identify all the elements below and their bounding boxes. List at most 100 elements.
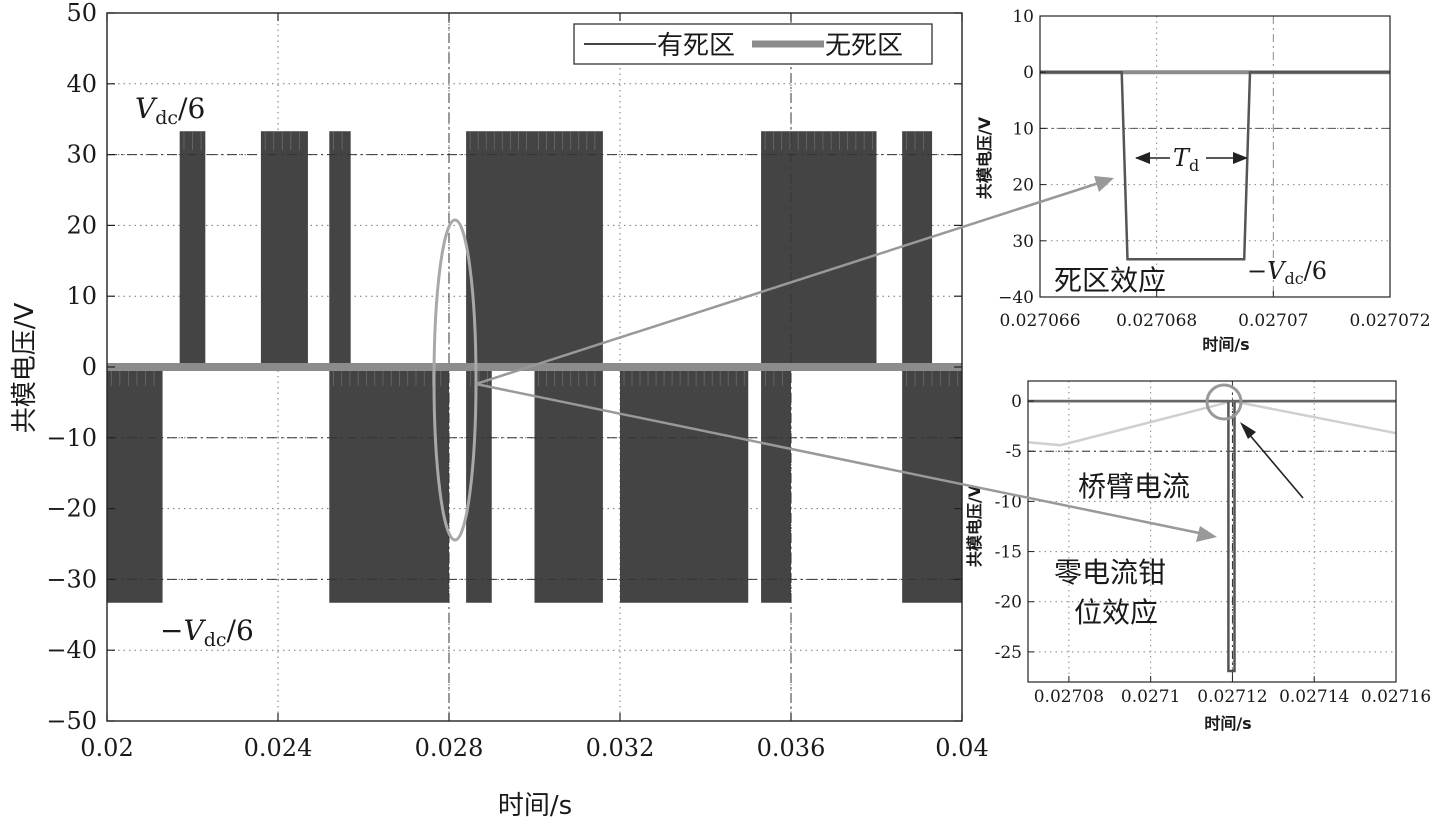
inset1-y-ticks: 10 0 10 20 30 −40 — [998, 7, 1046, 308]
legend-label-with-dead-zone: 有死区 — [657, 31, 735, 61]
inset-zero-current-chart: 0.02708 0.0271 0.02712 0.02714 0.02716 0 -5 -1… — [965, 380, 1431, 733]
inset2-background — [1028, 381, 1396, 682]
dead-time-arrowhead-right — [1233, 152, 1248, 164]
main-x-tick-label: 0.028 — [415, 734, 484, 762]
inset-dead-zone-chart: 0.027066 0.027068 0.02707 0.027072 10 0 10 20 3… — [975, 7, 1431, 354]
main-x-ticks: 0.02 0.024 0.028 0.032 0.036 0.04 — [80, 13, 989, 762]
lower-level-suffix: /6 — [227, 614, 254, 647]
inset1-y-tick-label: 10 — [1012, 7, 1034, 27]
switching-block — [761, 131, 877, 367]
main-y-tick-label: 30 — [66, 141, 97, 169]
inset2-y-tick-label: -20 — [995, 593, 1022, 613]
upper-level-annotation: Vdc/6 — [135, 92, 205, 129]
bridge-current-label: 桥臂电流 — [1078, 470, 1190, 503]
switching-block — [179, 131, 206, 367]
zoom-region-ellipse — [432, 218, 478, 542]
main-x-tick-label: 0.04 — [935, 734, 988, 762]
dead-time-subscript: d — [1189, 156, 1199, 175]
switching-stripes — [906, 131, 924, 151]
bridge-current-pointer-head — [1240, 422, 1256, 439]
switching-block — [902, 131, 933, 367]
inset2-y-tick-label: -10 — [995, 492, 1022, 512]
inset1-x-tick-label: 0.027072 — [1349, 311, 1430, 331]
main-chart: 0.02 0.024 0.028 0.032 0.036 0.04 50403020100… — [10, 0, 989, 820]
inset2-x-tick-label: 0.02708 — [1034, 687, 1104, 707]
inset1-neg-level-suffix: /6 — [1304, 257, 1327, 285]
main-y-axis-label: 共模电压/V — [10, 303, 40, 434]
switching-block — [761, 367, 791, 603]
main-series-with-dead-zone — [107, 131, 962, 603]
bridge-current-pointer — [1240, 422, 1304, 499]
zoom-arrows — [475, 176, 1217, 542]
switching-block — [260, 131, 308, 367]
switching-block — [534, 367, 603, 603]
main-y-tick-label: −50 — [46, 707, 97, 735]
inset2-y-axis-label: 共模电压/V — [965, 484, 984, 567]
inset1-x-tick-label: 0.027066 — [999, 311, 1080, 331]
inset1-y-tick-label: 0 — [1023, 63, 1034, 83]
zoom-arrow-to-inset2 — [475, 382, 1205, 536]
main-y-tick-label: −10 — [46, 424, 97, 452]
inset1-plot-frame — [1039, 15, 1391, 298]
inset1-y-tick-label: 20 — [1012, 176, 1034, 196]
switching-block — [466, 131, 535, 367]
bridge-current-pointer-line — [1242, 426, 1304, 499]
inset1-x-axis-label: 时间/s — [1202, 335, 1249, 354]
inset2-x-axis-label: 时间/s — [1204, 714, 1251, 733]
inset1-background — [1040, 16, 1390, 297]
switching-block — [534, 131, 603, 367]
inset2-x-tick-label: 0.0271 — [1121, 687, 1180, 707]
main-x-tick-label: 0.02 — [80, 734, 133, 762]
legend: 有死区 无死区 — [573, 23, 933, 65]
inset1-neg-level-label: −Vdc/6 — [1247, 257, 1327, 288]
main-y-ticks: 50 40 30 20 10 0 −10 −20 −30 −40 −50 — [46, 0, 962, 735]
inset2-x-tick-label: 0.02714 — [1279, 687, 1349, 707]
switching-stripes — [333, 131, 343, 151]
inset1-x-ticks: 0.027066 0.027068 0.02707 0.027072 — [999, 291, 1431, 331]
clamp-highlight-circle — [1205, 383, 1243, 421]
main-y-tick-label: 10 — [66, 282, 97, 310]
main-y-tick-label: 0 — [82, 353, 97, 381]
dead-time-arrow — [1135, 152, 1248, 164]
main-x-tick-label: 0.024 — [244, 734, 313, 762]
dead-zone-effect-label: 死区效应 — [1054, 264, 1166, 297]
inset2-series-bridge-current — [1027, 399, 1397, 447]
zoom-arrowhead-to-inset2 — [1196, 526, 1217, 542]
lower-level-annotation: −Vdc/6 — [160, 614, 254, 651]
inset1-neg-level-subscript: dc — [1284, 269, 1303, 288]
inset1-neg-level-symbol: V — [1267, 257, 1287, 285]
inset2-y-tick-label: -25 — [995, 643, 1022, 663]
main-y-tick-label: 20 — [66, 211, 97, 239]
inset2-y-tick-label: 0 — [1011, 392, 1022, 412]
inset2-y-tick-label: -15 — [995, 543, 1022, 563]
zoom-arrowhead-to-inset1 — [1094, 176, 1114, 192]
main-y-tick-label: −20 — [46, 495, 97, 523]
inset1-y-axis-label: 共模电压/V — [975, 116, 994, 199]
inset2-x-ticks: 0.02708 0.0271 0.02712 0.02714 0.02716 — [1034, 676, 1431, 707]
switching-stripes — [538, 131, 596, 151]
zero-current-effect-label-line1: 零电流钳 — [1054, 556, 1166, 589]
dead-time-arrowhead-left — [1135, 152, 1150, 164]
dead-time-label: Td — [1173, 144, 1199, 175]
switching-block — [902, 367, 962, 603]
main-x-tick-label: 0.032 — [586, 734, 655, 762]
dead-time-symbol: T — [1173, 144, 1191, 172]
inset1-x-tick-label: 0.027068 — [1116, 311, 1197, 331]
inset1-y-tick-label: 10 — [1012, 119, 1034, 139]
inset1-y-tick-label: 30 — [1012, 232, 1034, 252]
inset2-y-tick-label: -5 — [1005, 442, 1022, 462]
switching-stripes — [469, 131, 527, 151]
inset2-plot-frame — [1027, 380, 1397, 683]
switching-block — [329, 367, 449, 603]
switching-stripes — [764, 131, 873, 151]
main-y-tick-label: 50 — [66, 0, 97, 27]
inset2-x-tick-label: 0.02716 — [1361, 687, 1431, 707]
switching-block — [329, 131, 351, 367]
upper-level-subscript: dc — [155, 107, 178, 129]
inset1-x-tick-label: 0.02707 — [1238, 311, 1308, 331]
switching-stripes — [264, 131, 300, 151]
lower-level-symbol: V — [183, 614, 206, 647]
switching-block — [107, 367, 163, 603]
inset2-x-tick-label: 0.02712 — [1197, 687, 1267, 707]
